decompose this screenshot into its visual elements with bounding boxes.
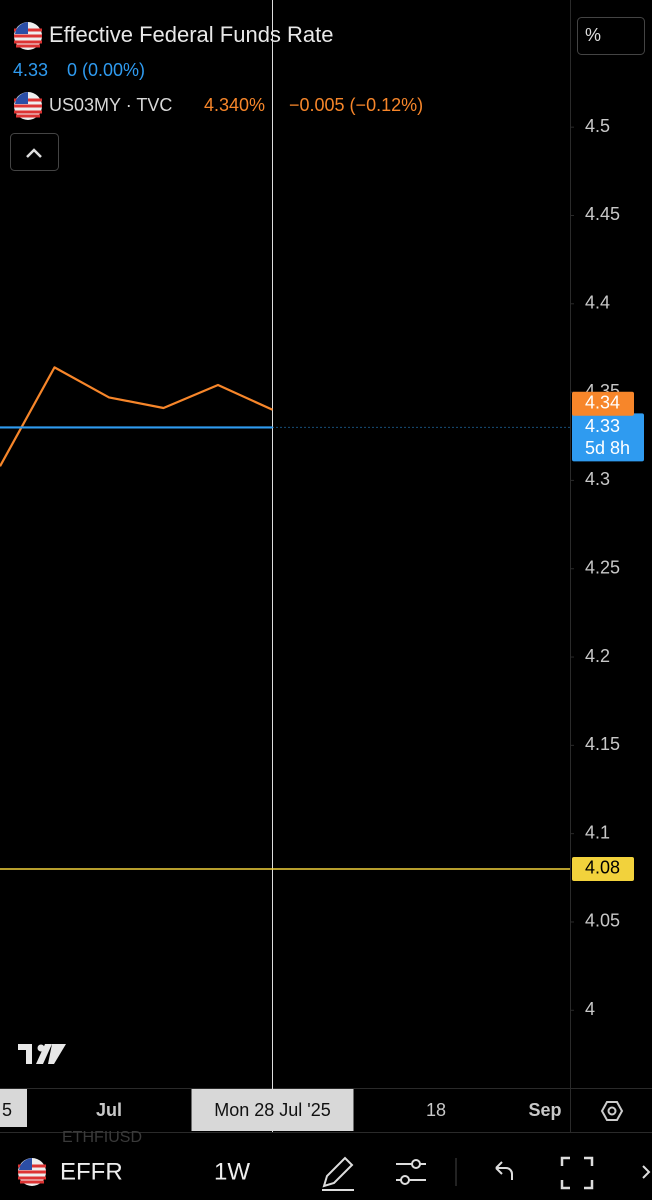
compare-title: US03MY · TVC xyxy=(49,95,172,115)
flag-icon xyxy=(12,90,44,122)
scale-button-label: % xyxy=(585,25,601,45)
crosshair-label-box xyxy=(191,1089,354,1131)
price-badge-label: 4.08 xyxy=(585,858,620,878)
compare-change: −0.005 (−0.12%) xyxy=(289,95,423,115)
settings-icon xyxy=(607,1106,617,1116)
symbol-button[interactable]: EFFR xyxy=(60,1158,123,1185)
interval-button[interactable]: 1W xyxy=(214,1158,250,1185)
series-value: 4.33 xyxy=(13,60,48,80)
y-tick-label: 4.2 xyxy=(585,646,610,666)
y-tick-label: 4.5 xyxy=(585,116,610,136)
price-badge-label: 4.34 xyxy=(585,393,620,413)
x-tick-label: Jul xyxy=(96,1100,122,1120)
indicators-tool xyxy=(411,1159,421,1169)
settings-icon[interactable] xyxy=(600,1101,624,1121)
background-symbol: ETHFIUSD xyxy=(62,1129,142,1146)
tv-logo xyxy=(37,1044,45,1052)
tv-logo xyxy=(48,1044,66,1064)
y-tick-label: 4.15 xyxy=(585,734,620,754)
x-tick-label: Sep xyxy=(528,1100,561,1120)
price-badge xyxy=(572,856,634,881)
series-line xyxy=(0,366,273,467)
y-tick-label: 4.4 xyxy=(585,293,610,313)
y-tick-label: 4.3 xyxy=(585,469,610,489)
chevron-icon xyxy=(26,148,42,158)
scale-button[interactable] xyxy=(577,17,645,55)
series-title: Effective Federal Funds Rate xyxy=(49,22,334,47)
compare-value: 4.340% xyxy=(204,95,265,115)
price-badge xyxy=(572,413,644,462)
countdown-label: 5d 8h xyxy=(585,438,630,458)
tv-logo xyxy=(18,1044,52,1064)
y-tick-label: 4.1 xyxy=(585,822,610,842)
x-tick-label: 18 xyxy=(426,1100,446,1120)
series-change: 0 (0.00%) xyxy=(67,60,145,80)
y-tick-label: 4 xyxy=(585,999,595,1019)
price-badge-label: 4.33 xyxy=(585,416,620,436)
indicators-tool xyxy=(400,1175,410,1185)
flag-icon xyxy=(16,1156,48,1188)
y-tick-label: 4.05 xyxy=(585,911,620,931)
x-tick-label: 5 xyxy=(2,1100,12,1120)
undo-button[interactable] xyxy=(495,1161,513,1180)
flag-icon xyxy=(12,20,44,52)
fullscreen-button[interactable] xyxy=(560,1156,594,1190)
draw-tool[interactable] xyxy=(322,1156,354,1191)
x-label-box xyxy=(0,1089,27,1127)
crosshair-label: Mon 28 Jul '25 xyxy=(214,1100,331,1120)
y-tick-label: 4.25 xyxy=(585,557,620,577)
price-badge xyxy=(572,391,634,416)
y-tick-label: 4.45 xyxy=(585,204,620,224)
more-button[interactable] xyxy=(642,1165,651,1179)
